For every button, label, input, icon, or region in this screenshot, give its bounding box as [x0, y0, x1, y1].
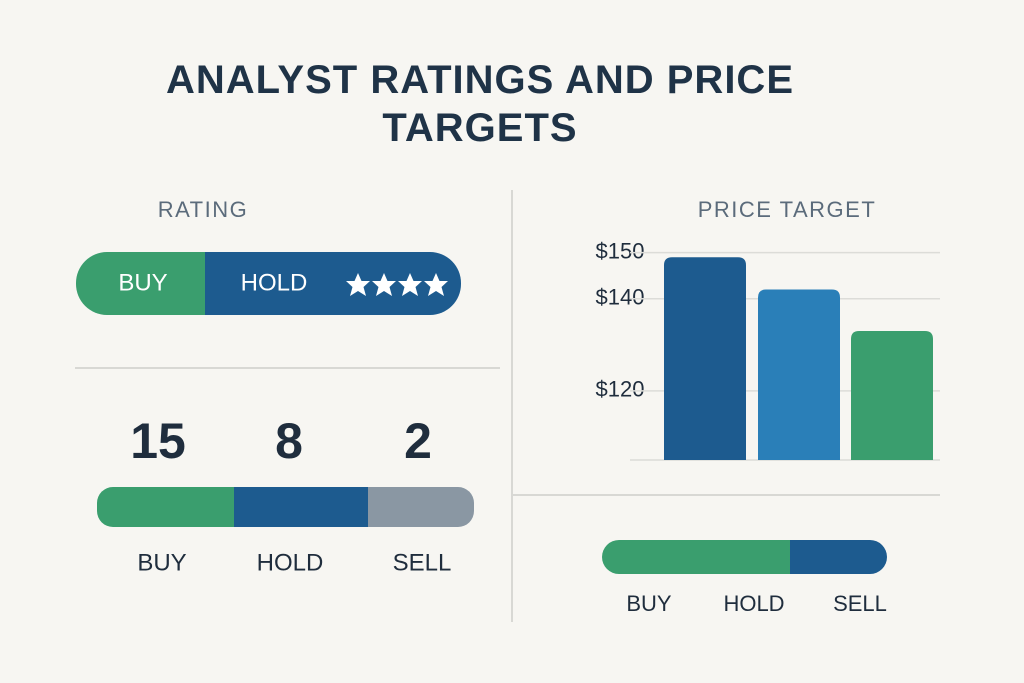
star [398, 273, 422, 296]
count-label: SELL [393, 549, 452, 576]
count-value: 2 [404, 413, 432, 469]
count-value: 8 [275, 413, 303, 469]
count-label: BUY [137, 549, 186, 576]
bar [664, 257, 746, 460]
bar [851, 330, 933, 460]
y-tick-label: $140 [596, 285, 645, 310]
section-heading: RATING [158, 197, 248, 222]
legend-label: BUY [626, 591, 672, 616]
legend-bar [602, 540, 887, 574]
count-label: HOLD [257, 549, 324, 576]
star [424, 273, 448, 296]
y-tick-label: $120 [596, 377, 645, 402]
y-tick-label: $150 [596, 238, 645, 263]
count-segment [368, 487, 474, 527]
legend-segment [602, 540, 790, 574]
bar [758, 289, 840, 460]
stars [346, 273, 448, 296]
legend-segment [790, 540, 887, 574]
count-bar [97, 487, 474, 527]
count-segment [97, 487, 234, 527]
count-value: 15 [130, 413, 186, 469]
star [346, 273, 370, 296]
rating-pill [76, 252, 461, 315]
count-segment [234, 487, 368, 527]
pill-label: BUY [118, 269, 167, 296]
star [372, 273, 396, 296]
page-title: ANALYST RATINGS AND PRICE TARGETS [165, 58, 794, 150]
section-heading: PRICE TARGET [698, 197, 877, 222]
pill-label: HOLD [241, 269, 308, 296]
pill-segment [76, 252, 205, 315]
legend-label: HOLD [723, 591, 784, 616]
legend-label: SELL [833, 591, 887, 616]
